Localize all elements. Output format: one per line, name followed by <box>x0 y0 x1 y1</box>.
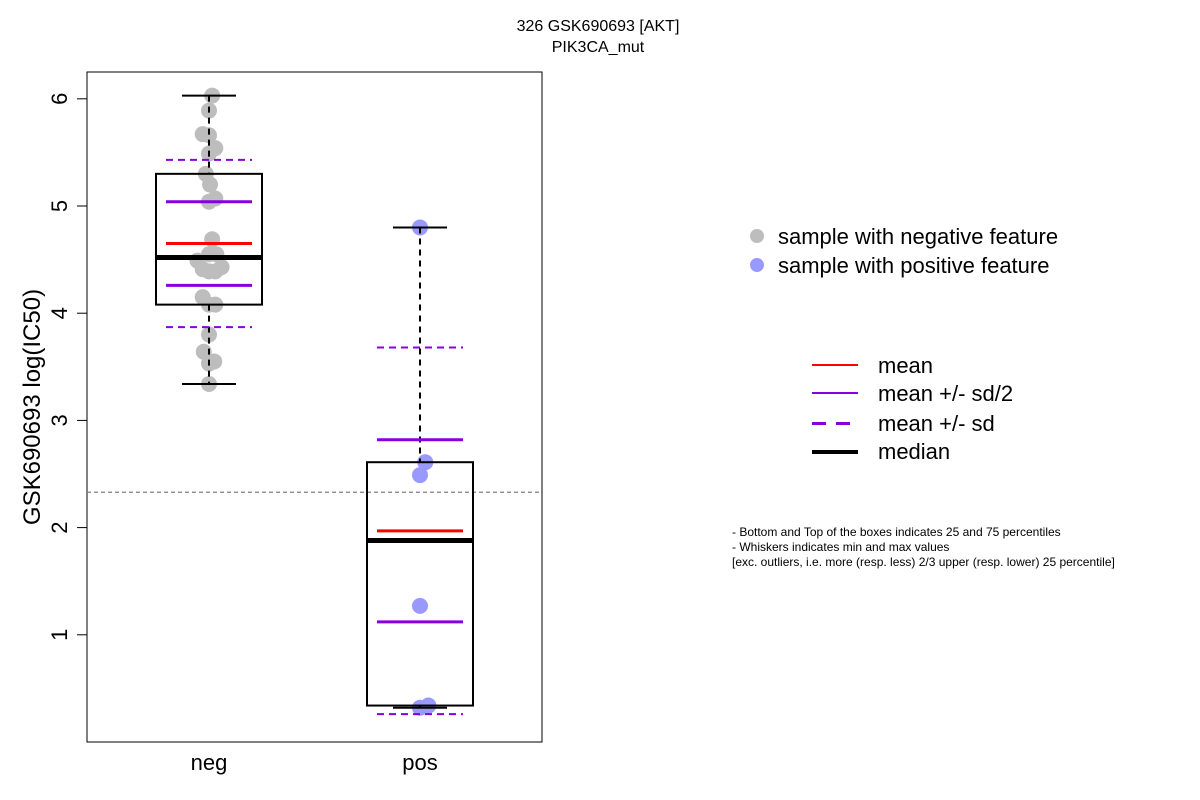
legend-dot-negative <box>750 229 764 243</box>
plot-frame <box>86 71 543 743</box>
y-axis-title: GSK690693 log(IC50) <box>19 289 46 525</box>
y-tick-label: 6 <box>47 93 72 105</box>
iqr-box <box>366 461 474 707</box>
legend-line-mean <box>812 364 858 366</box>
data-point <box>201 326 217 343</box>
legend-dot-positive <box>750 258 764 272</box>
y-tick-label: 2 <box>47 521 72 533</box>
legend-line-mean-half-sd <box>812 392 858 394</box>
legend-label-positive: sample with positive feature <box>778 253 1050 278</box>
legend-label-mean-half-sd: mean +/- sd/2 <box>878 381 1014 406</box>
y-tick-label: 4 <box>47 307 72 319</box>
legend-label-mean: mean <box>878 353 934 378</box>
footnote-line: [exc. outliers, i.e. more (resp. less) 2… <box>732 555 1115 569</box>
legend-label-median: median <box>878 439 951 464</box>
chart-title: 326 GSK690693 [AKT] <box>516 18 680 35</box>
footnote-line: - Bottom and Top of the boxes indicates … <box>732 525 1061 539</box>
data-point <box>412 467 428 484</box>
data-point <box>412 597 428 614</box>
x-tick-label: neg <box>191 750 228 775</box>
legend-line-mean-sd <box>812 422 858 425</box>
legend-line-median <box>812 450 858 454</box>
x-tick-label: pos <box>402 750 437 775</box>
y-tick-label: 1 <box>47 629 72 641</box>
footnote-line: - Whiskers indicates min and max values <box>732 540 950 554</box>
data-point <box>201 127 217 144</box>
data-point <box>213 259 230 276</box>
footnote: - Bottom and Top of the boxes indicates … <box>732 525 1115 570</box>
y-tick-label: 3 <box>47 414 72 426</box>
chart-subtitle: PIK3CA_mut <box>551 39 645 56</box>
y-tick-label: 5 <box>47 200 72 212</box>
iqr-box <box>155 172 263 306</box>
data-point <box>202 176 219 193</box>
legend-label-negative: sample with negative feature <box>778 224 1059 249</box>
legend-label-mean-sd: mean +/- sd <box>878 411 995 436</box>
